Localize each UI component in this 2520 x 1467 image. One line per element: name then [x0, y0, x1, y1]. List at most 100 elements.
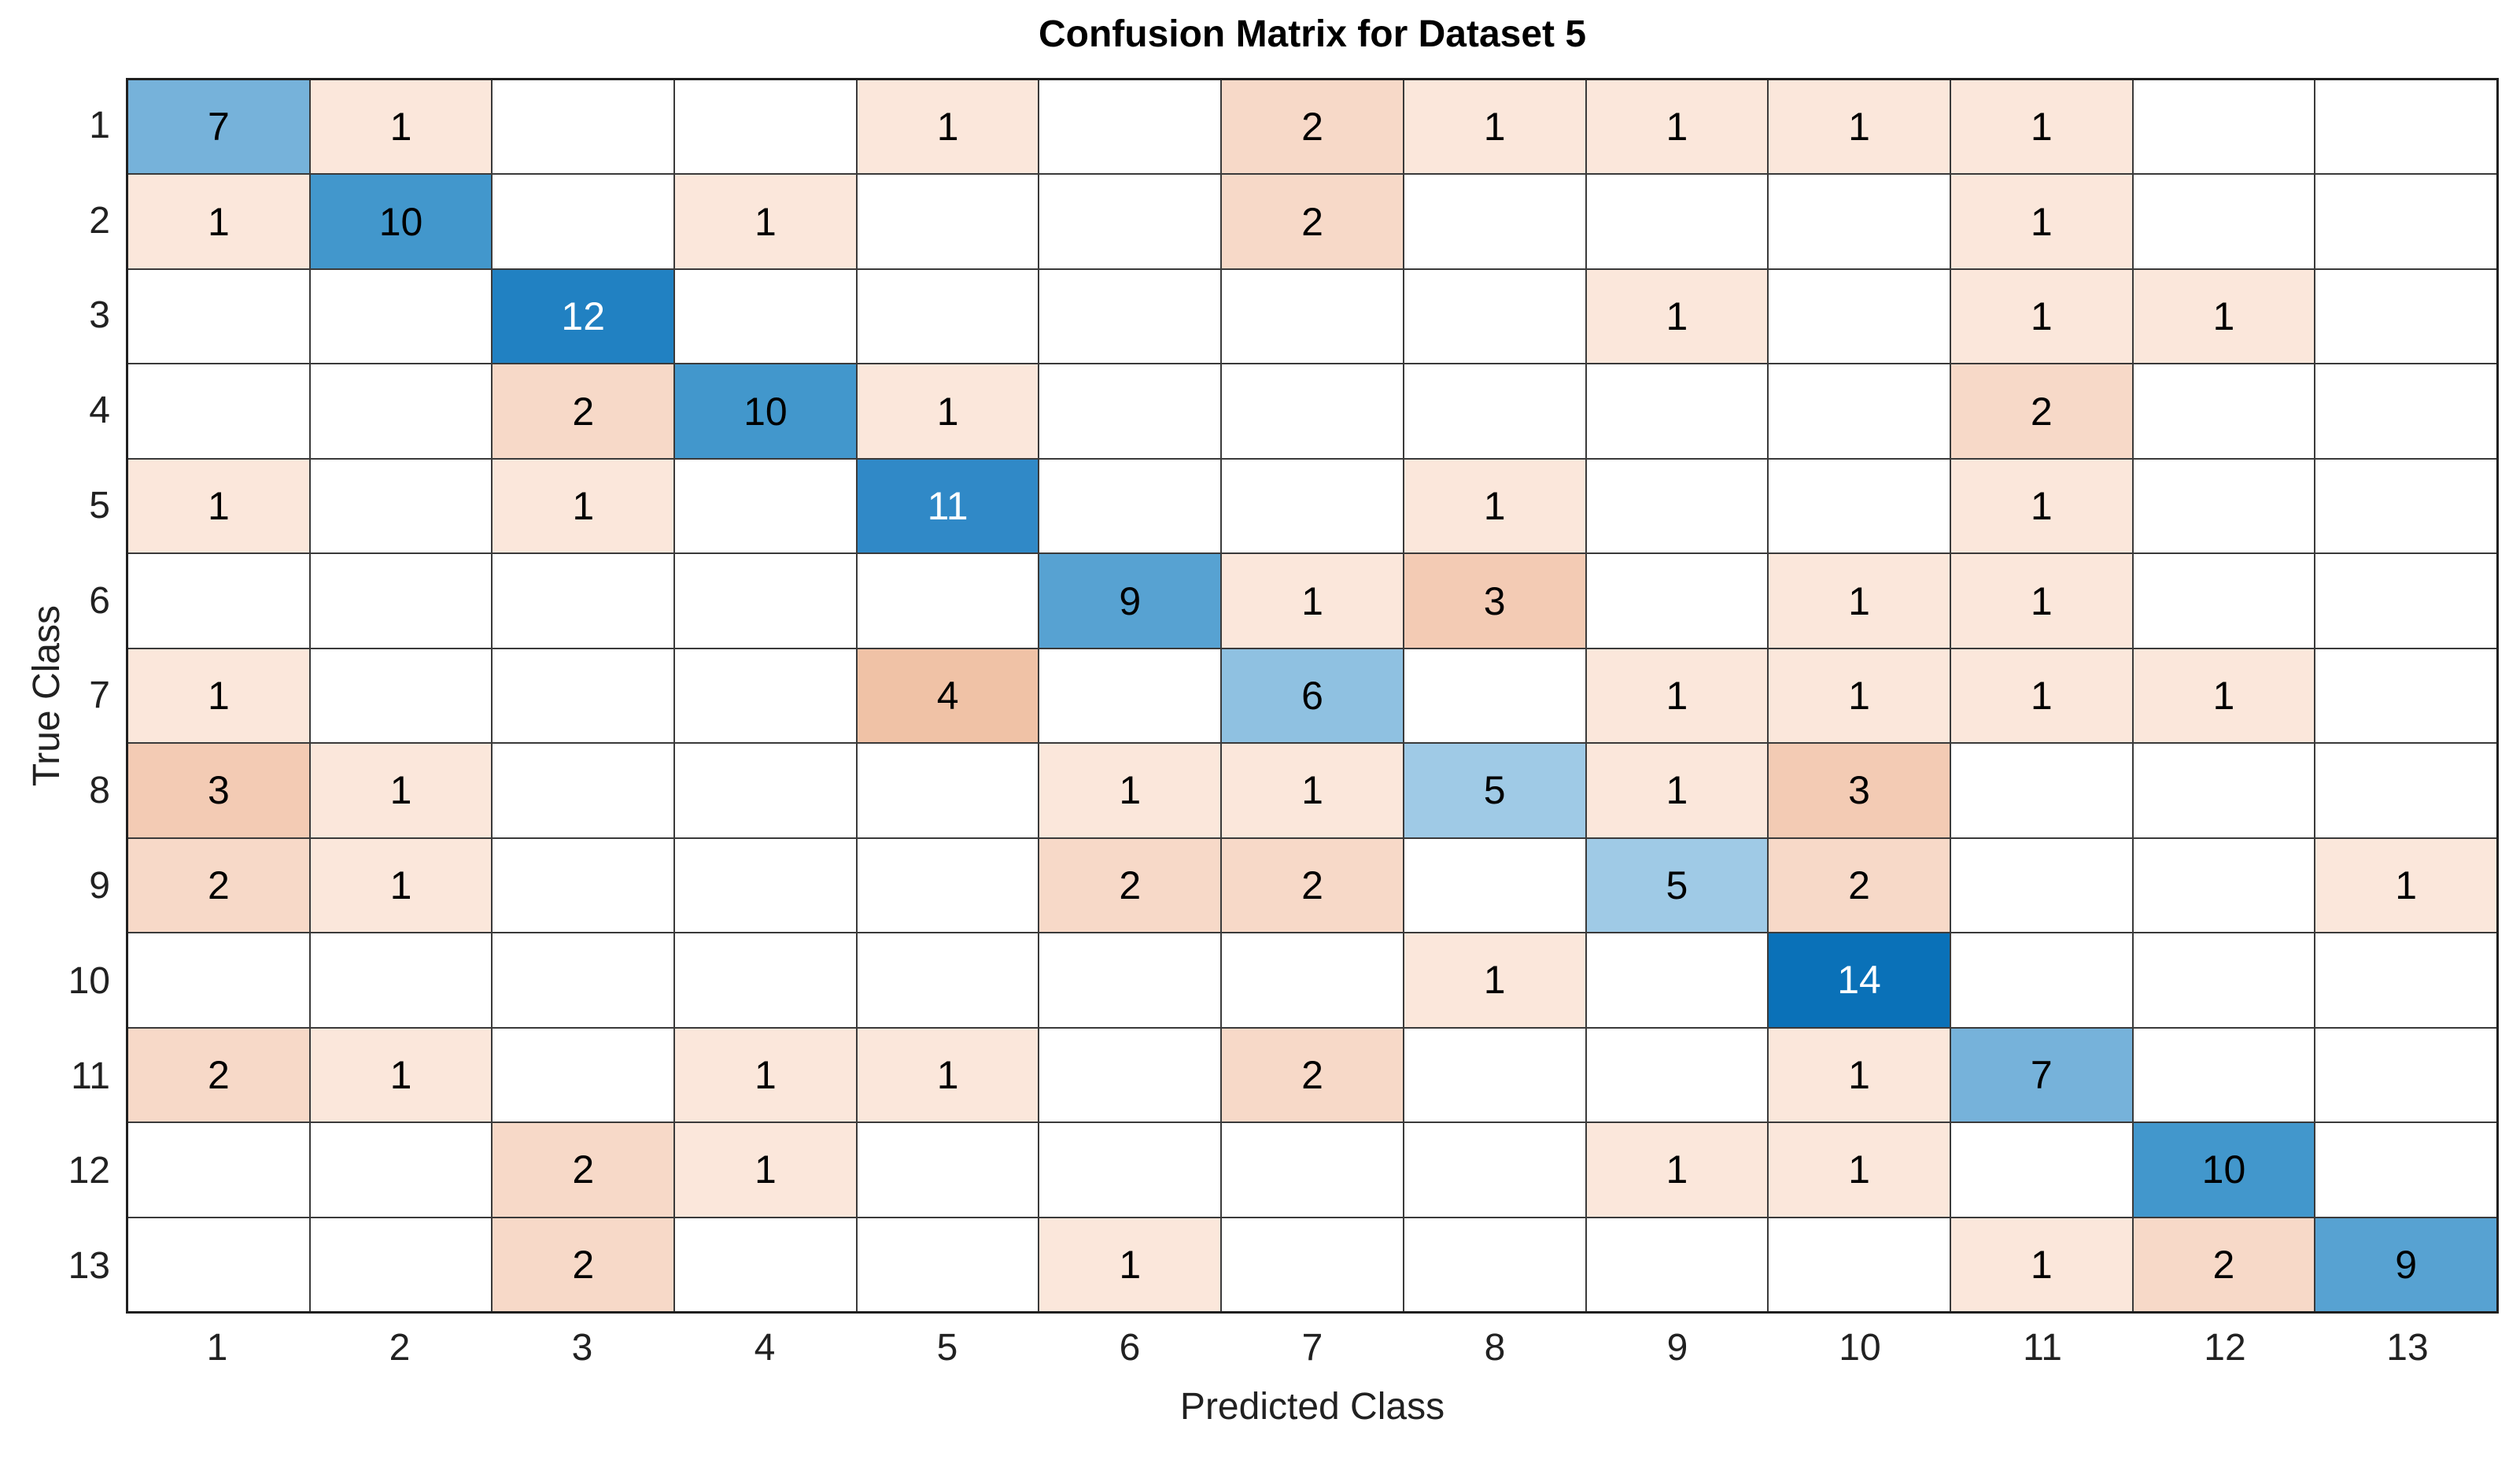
matrix-cell: [310, 1123, 492, 1217]
x-tick: 2: [389, 1326, 411, 1369]
matrix-cell: 1: [1950, 269, 2132, 364]
matrix-cell: 1: [1950, 1218, 2132, 1311]
x-tick: 5: [936, 1326, 958, 1369]
x-axis-ticks: 1 2 3 4 5 6 7 8 9 10 11 12 13: [126, 1322, 2499, 1373]
y-tick: 3: [89, 294, 110, 337]
matrix-cell: 1: [675, 1123, 856, 1217]
matrix-cell: 1: [1769, 1123, 1950, 1217]
y-tick: 5: [89, 484, 110, 527]
matrix-cell: [857, 175, 1039, 268]
matrix-cell: [675, 80, 856, 174]
matrix-cell: [2133, 80, 2315, 174]
matrix-cell: 3: [1404, 554, 1585, 648]
matrix-cell: 1: [1404, 933, 1585, 1027]
matrix-cell: [128, 364, 309, 458]
x-tick: 6: [1119, 1326, 1141, 1369]
y-tick: 7: [89, 674, 110, 717]
matrix-cell: [1586, 554, 1768, 648]
matrix-cell: [1039, 1028, 1221, 1122]
matrix-cell: [675, 649, 856, 743]
matrix-cell: [310, 554, 492, 648]
matrix-cell: 1: [1950, 649, 2132, 743]
matrix-cell: [1039, 80, 1221, 174]
matrix-cell: [1039, 269, 1221, 364]
matrix-cell: [310, 1218, 492, 1311]
matrix-cell: 1: [675, 1028, 856, 1122]
x-tick: 9: [1666, 1326, 1688, 1369]
matrix-cell: 1: [1586, 1123, 1768, 1217]
matrix-cell: 2: [493, 364, 674, 458]
matrix-cell: [675, 1218, 856, 1311]
matrix-cell: [1769, 1218, 1950, 1311]
matrix-cell: [128, 554, 309, 648]
matrix-cell: [493, 838, 674, 933]
matrix-cell: [1769, 459, 1950, 553]
matrix-cell: 1: [1586, 744, 1768, 837]
matrix-cell: 7: [1950, 1028, 2132, 1122]
matrix-cell: [1404, 364, 1585, 458]
matrix-cell: 1: [1769, 80, 1950, 174]
matrix-cell: [2315, 364, 2496, 458]
matrix-cell: [310, 269, 492, 364]
matrix-cell: [1950, 744, 2132, 837]
matrix-cell: 1: [310, 80, 492, 174]
matrix-cell: [1222, 1123, 1403, 1217]
matrix-cell: [493, 649, 674, 743]
matrix-cell: 1: [1586, 269, 1768, 364]
x-tick: 4: [754, 1326, 776, 1369]
matrix-cell: [1222, 933, 1403, 1027]
matrix-cell: [1586, 1218, 1768, 1311]
matrix-cell: [675, 269, 856, 364]
matrix-cell: 1: [1222, 554, 1403, 648]
matrix-cell: [493, 80, 674, 174]
matrix-cell: 2: [1950, 364, 2132, 458]
matrix-cell: [2315, 1123, 2496, 1217]
matrix-cell: [675, 838, 856, 933]
x-tick: 12: [2204, 1326, 2246, 1369]
matrix-cell: 1: [1950, 80, 2132, 174]
matrix-cell: 2: [1039, 838, 1221, 933]
matrix-cell: [1950, 933, 2132, 1027]
matrix-cell: [857, 269, 1039, 364]
matrix-cell: [493, 1028, 674, 1122]
matrix-cell: 11: [857, 459, 1039, 553]
matrix-cell: 1: [1586, 80, 1768, 174]
matrix-cell: 7: [128, 80, 309, 174]
matrix-cell: [1222, 1218, 1403, 1311]
y-tick: 6: [89, 579, 110, 622]
matrix-cell: [857, 838, 1039, 933]
y-tick: 11: [71, 1055, 110, 1097]
matrix-cell: 2: [2133, 1218, 2315, 1311]
matrix-cell: [1586, 1028, 1768, 1122]
matrix-cell: [1404, 1028, 1585, 1122]
matrix-cell: 1: [2315, 838, 2496, 933]
matrix-cell: [493, 554, 674, 648]
y-tick: 4: [89, 390, 110, 432]
matrix-cell: 10: [310, 175, 492, 268]
matrix-cell: [2315, 744, 2496, 837]
matrix-cell: [857, 933, 1039, 1027]
matrix-cell: [675, 933, 856, 1027]
matrix-cell: 1: [1039, 1218, 1221, 1311]
matrix-cell: [1586, 933, 1768, 1027]
y-tick: 12: [68, 1150, 110, 1192]
matrix-cell: [1586, 175, 1768, 268]
y-axis-ticks: 1 2 3 4 5 6 7 8 9 10 11 12 13: [0, 78, 110, 1314]
x-tick: 1: [206, 1326, 228, 1369]
matrix-cell: [2133, 1028, 2315, 1122]
matrix-cell: [128, 1218, 309, 1311]
matrix-cell: [1039, 649, 1221, 743]
matrix-cell: 1: [1769, 554, 1950, 648]
matrix-cell: 1: [128, 459, 309, 553]
matrix-cell: 1: [1950, 554, 2132, 648]
matrix-cell: 2: [1222, 838, 1403, 933]
matrix-cell: 2: [128, 838, 309, 933]
x-tick: 8: [1484, 1326, 1506, 1369]
y-tick: 2: [89, 199, 110, 242]
matrix-cell: 1: [310, 1028, 492, 1122]
matrix-cell: [2315, 649, 2496, 743]
matrix-cell: [128, 269, 309, 364]
matrix-cell: 1: [128, 649, 309, 743]
x-tick: 10: [1839, 1326, 1881, 1369]
matrix-cell: [2133, 933, 2315, 1027]
